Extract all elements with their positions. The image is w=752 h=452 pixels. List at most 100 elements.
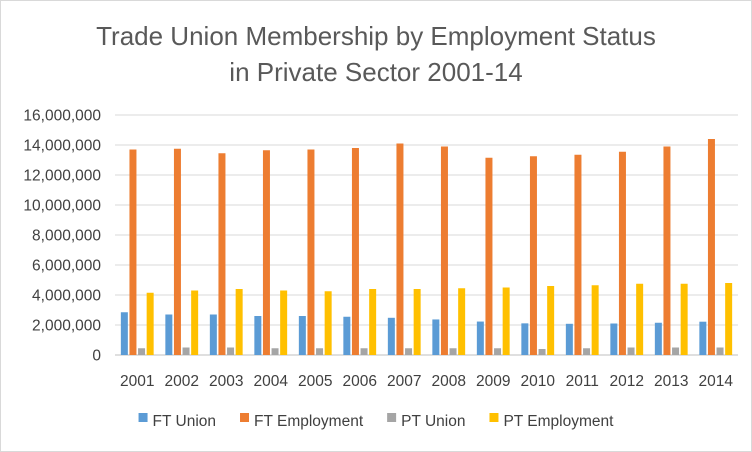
bar-ft-union-2010: [521, 323, 529, 355]
bar-pt-employment-2011: [591, 285, 599, 355]
bar-ft-employment-2002: [173, 148, 181, 355]
bar-pt-union-2013: [672, 347, 680, 355]
legend-label: FT Union: [153, 413, 216, 430]
bar-pt-employment-2013: [680, 283, 688, 355]
y-tick-label: 14,000,000: [23, 138, 101, 155]
x-tick-label: 2007: [387, 373, 421, 390]
bar-ft-employment-2013: [663, 146, 671, 355]
x-axis-ticks: 2001 2002 2003 2004 2005 2006 2007 2008 2009 2010…: [120, 373, 733, 390]
bar-ft-employment-2008: [440, 146, 448, 355]
bar-ft-union-2004: [254, 316, 262, 355]
bar-ft-union-2007: [387, 317, 395, 355]
bar-pt-union-2008: [449, 348, 457, 355]
bar-ft-union-2013: [654, 322, 662, 355]
x-tick-label: 2011: [566, 373, 599, 390]
x-tick-label: 2006: [343, 373, 377, 390]
bar-ft-union-2001: [120, 312, 128, 355]
x-tick-label: 2008: [432, 373, 466, 390]
bar-pt-employment-2008: [458, 288, 466, 355]
legend-item-ft-employment: FT Employment: [240, 413, 364, 430]
bar-pt-union-2012: [627, 347, 635, 355]
bar-pt-union-2010: [538, 349, 546, 355]
bar-ft-employment-2005: [307, 149, 315, 355]
x-tick-label: 2014: [699, 373, 734, 390]
bar-pt-union-2014: [716, 347, 724, 355]
legend-swatch: [240, 413, 250, 422]
chart-title-line-2: in Private Sector 2001-14: [229, 57, 522, 87]
y-tick-label: 0: [92, 348, 101, 365]
bar-pt-employment-2010: [547, 286, 555, 355]
bar-pt-employment-2007: [413, 289, 421, 355]
y-tick-label: 6,000,000: [32, 258, 101, 275]
bar-pt-union-2004: [271, 348, 279, 355]
y-tick-label: 16,000,000: [23, 108, 101, 125]
bar-ft-union-2014: [699, 321, 707, 355]
bar-pt-union-2003: [227, 347, 235, 355]
bar-pt-employment-2009: [502, 287, 510, 355]
bar-pt-employment-2002: [191, 290, 199, 355]
bar-pt-union-2009: [494, 348, 502, 355]
bar-ft-union-2005: [298, 316, 306, 355]
bar-pt-employment-2014: [725, 283, 733, 355]
bar-ft-union-2002: [165, 314, 173, 355]
bar-ft-union-2012: [610, 323, 618, 355]
bar-pt-employment-2012: [636, 283, 644, 355]
bar-ft-employment-2010: [529, 156, 537, 355]
bar-ft-union-2008: [432, 319, 440, 355]
bar-pt-union-2002: [182, 347, 190, 355]
bar-ft-employment-2004: [262, 150, 270, 355]
bar-pt-union-2005: [316, 348, 324, 355]
y-tick-label: 8,000,000: [32, 228, 101, 245]
bar-ft-employment-2001: [129, 149, 137, 355]
bar-ft-employment-2011: [574, 154, 582, 355]
legend: FT Union FT Employment PT Union PT Employme…: [138, 413, 614, 430]
chart-title-line-1: Trade Union Membership by Employment Sta…: [96, 21, 656, 51]
legend-swatch: [489, 413, 499, 422]
chart-title: Trade Union Membership by Employment Sta…: [96, 21, 656, 87]
bar-ft-union-2003: [209, 314, 217, 355]
x-tick-label: 2013: [654, 373, 688, 390]
y-tick-label: 4,000,000: [32, 288, 101, 305]
legend-swatch: [387, 413, 397, 422]
bar-pt-union-2001: [138, 348, 146, 355]
legend-label: PT Employment: [503, 413, 614, 430]
y-tick-label: 10,000,000: [23, 198, 101, 215]
bar-pt-employment-2003: [235, 289, 243, 355]
legend-swatch: [138, 413, 148, 422]
bar-pt-employment-2006: [369, 289, 377, 355]
legend-item-pt-employment: PT Employment: [489, 413, 614, 430]
x-tick-label: 2012: [610, 373, 644, 390]
bar-ft-union-2011: [565, 323, 573, 355]
bar-pt-union-2007: [405, 348, 413, 355]
bar-ft-union-2009: [476, 321, 484, 355]
legend-item-ft-union: FT Union: [138, 413, 216, 430]
bar-pt-employment-2005: [324, 291, 332, 355]
bar-ft-employment-2012: [618, 151, 626, 355]
x-tick-label: 2001: [120, 373, 154, 390]
bar-ft-employment-2006: [351, 148, 359, 355]
legend-label: PT Union: [401, 413, 465, 430]
bar-pt-employment-2001: [146, 292, 154, 355]
x-tick-label: 2010: [521, 373, 556, 390]
bar-pt-employment-2004: [280, 290, 288, 355]
bar-ft-employment-2014: [707, 139, 715, 355]
bar-ft-union-2006: [343, 316, 351, 355]
y-tick-label: 12,000,000: [23, 168, 101, 185]
bar-ft-employment-2007: [396, 143, 404, 355]
legend-item-pt-union: PT Union: [387, 413, 465, 430]
x-tick-label: 2005: [298, 373, 332, 390]
x-tick-label: 2002: [165, 373, 199, 390]
legend-label: FT Employment: [254, 413, 364, 430]
bar-ft-employment-2003: [218, 153, 226, 355]
bar-pt-union-2006: [360, 348, 368, 355]
y-axis-ticks: 0 2,000,000 4,000,000 6,000,000 8,000,000 10,…: [23, 108, 101, 365]
bar-pt-union-2011: [583, 348, 591, 355]
bars: [120, 139, 733, 355]
x-tick-label: 2003: [209, 373, 243, 390]
x-tick-label: 2004: [254, 373, 289, 390]
bar-ft-employment-2009: [485, 157, 493, 355]
x-tick-label: 2009: [476, 373, 510, 390]
y-tick-label: 2,000,000: [32, 318, 101, 335]
